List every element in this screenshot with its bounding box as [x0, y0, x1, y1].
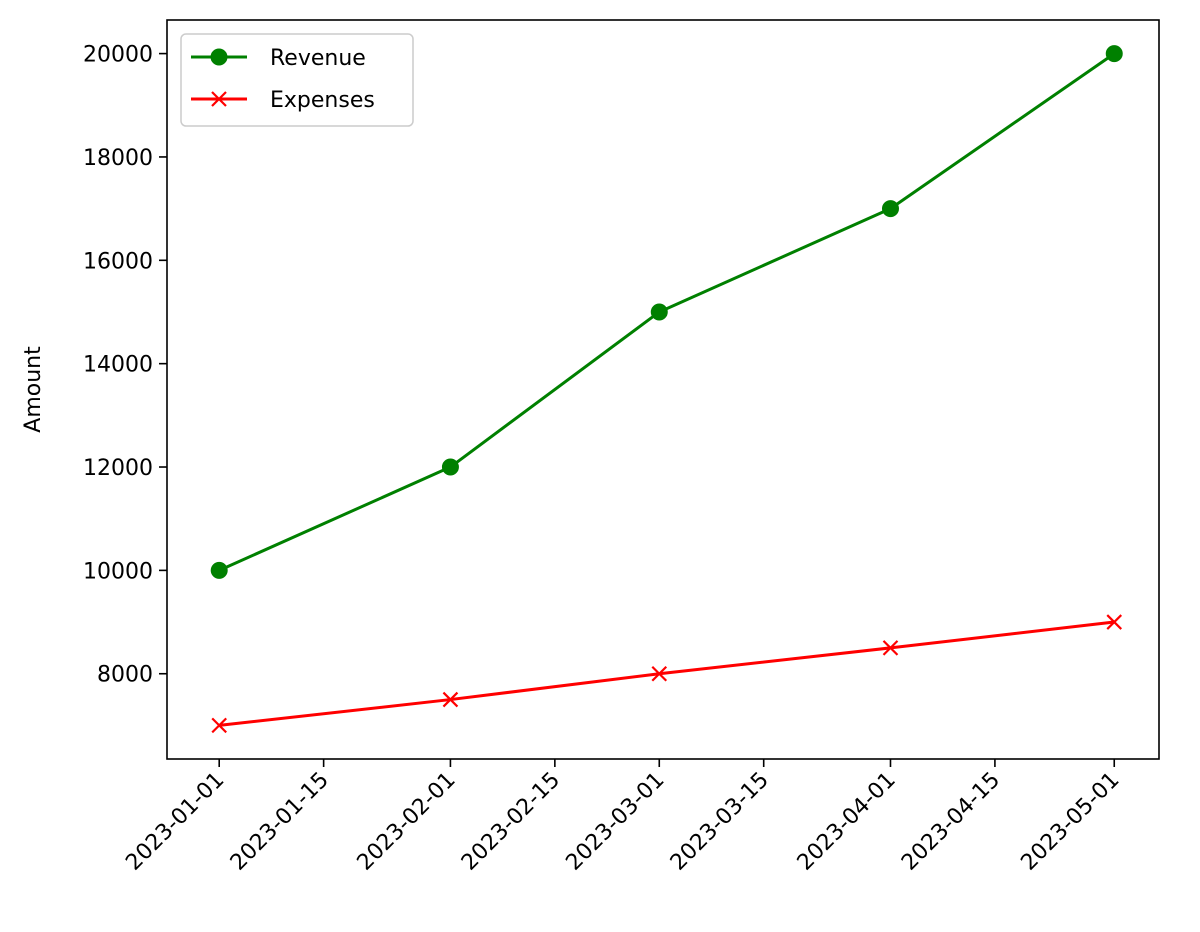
- x-tick-label: 2023-02-01: [353, 768, 461, 876]
- x-tick-label: 2023-01-01: [121, 768, 229, 876]
- data-point-expenses: [211, 717, 227, 734]
- legend: Revenue Expenses: [180, 33, 414, 127]
- data-point-revenue: [1105, 45, 1123, 63]
- y-axis-label: Amount: [21, 346, 46, 433]
- x-tick-label: 2023-02-15: [457, 768, 565, 876]
- data-point-expenses: [1106, 614, 1123, 630]
- y-tick-label: 20000: [83, 43, 153, 68]
- y-tick-label: 10000: [83, 559, 153, 584]
- x-tick-label: 2023-03-01: [561, 768, 669, 876]
- series-group: [210, 45, 1123, 734]
- x-tick-label: 2023-04-01: [793, 768, 901, 876]
- plot-frame: [166, 19, 1160, 760]
- legend-label-revenue: Revenue: [270, 46, 366, 71]
- legend-label-expenses: Expenses: [270, 88, 375, 113]
- legend-marker-expenses: [211, 91, 227, 107]
- y-axis: 8000 10000 12000 14000 16000 18000 20000: [83, 43, 167, 688]
- series-line-expenses: [219, 620, 1115, 727]
- data-point-expenses: [882, 640, 899, 656]
- data-point-expenses: [651, 665, 668, 682]
- x-tick-label: 2023-01-15: [226, 768, 334, 876]
- y-tick-label: 16000: [83, 249, 153, 274]
- data-point-expenses: [442, 691, 459, 708]
- y-tick-label: 8000: [97, 663, 153, 688]
- y-tick-label: 14000: [83, 353, 153, 378]
- legend-marker-revenue: [210, 48, 228, 66]
- y-tick-label: 18000: [83, 146, 153, 171]
- data-point-revenue: [441, 458, 459, 476]
- data-point-revenue: [210, 561, 228, 579]
- data-point-revenue: [881, 200, 899, 218]
- x-tick-label: 2023-04-15: [897, 768, 1005, 876]
- x-tick-label: 2023-05-01: [1016, 768, 1124, 876]
- data-point-revenue: [650, 303, 668, 321]
- x-tick-label: 2023-03-15: [666, 768, 774, 876]
- y-tick-label: 12000: [83, 456, 153, 481]
